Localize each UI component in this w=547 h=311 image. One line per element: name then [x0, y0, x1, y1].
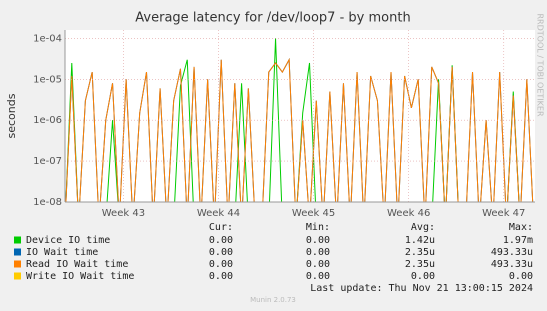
last-update: Last update: Thu Nov 21 13:00:15 2024: [310, 283, 533, 294]
x-tick-label: Week 45: [292, 208, 335, 219]
legend-swatch: [14, 272, 21, 280]
legend-stat: 2.35u: [405, 259, 435, 270]
x-tick-label: Week 47: [482, 208, 525, 219]
legend-label: IO Wait time: [26, 247, 98, 258]
legend-stat: 0.00: [411, 271, 435, 282]
legend-stat: 0.00: [209, 235, 233, 246]
x-tick-label: Week 43: [102, 208, 145, 219]
legend-stat: 0.00: [306, 259, 330, 270]
legend-stat: 1.42u: [405, 235, 435, 246]
y-tick-label: 1e-07: [33, 156, 62, 167]
legend-label: Device IO time: [26, 235, 110, 246]
series-line: [65, 57, 534, 202]
legend-stat: 0.00: [209, 259, 233, 270]
legend-stat: 2.35u: [405, 247, 435, 258]
legend-stat: 493.33u: [491, 247, 533, 258]
x-tick-label: Week 46: [387, 208, 430, 219]
legend-header: Max:: [509, 222, 533, 233]
legend-stat: 0.00: [209, 271, 233, 282]
side-text: RRDTOOL / TOBI OETIKER: [536, 13, 545, 116]
legend-stat: 0.00: [306, 271, 330, 282]
y-axis-label: seconds: [5, 93, 18, 138]
y-tick-label: 1e-06: [33, 115, 62, 126]
legend-stat: 0.00: [306, 247, 330, 258]
legend-swatch: [14, 236, 21, 244]
legend-stat: 493.33u: [491, 259, 533, 270]
legend-stat: 0.00: [509, 271, 533, 282]
legend-swatch: [14, 248, 21, 256]
x-tick-label: Week 44: [197, 208, 240, 219]
legend-label: Read IO Wait time: [26, 259, 128, 270]
legend-header: Avg:: [411, 222, 435, 233]
chart-title: Average latency for /dev/loop7 - by mont…: [135, 11, 410, 26]
y-tick-label: 1e-08: [33, 197, 62, 208]
legend-stat: 0.00: [209, 247, 233, 258]
legend-header: Min:: [306, 222, 330, 233]
legend-stat: 0.00: [306, 235, 330, 246]
plot-lines: [65, 38, 534, 202]
y-tick-label: 1e-05: [33, 74, 62, 85]
legend-stat: 1.97m: [503, 235, 533, 246]
footer: Munin 2.0.73: [250, 296, 296, 304]
legend-label: Write IO Wait time: [26, 271, 134, 282]
legend-swatch: [14, 260, 21, 268]
legend-header: Cur:: [209, 222, 233, 233]
y-tick-label: 1e-04: [33, 33, 62, 44]
